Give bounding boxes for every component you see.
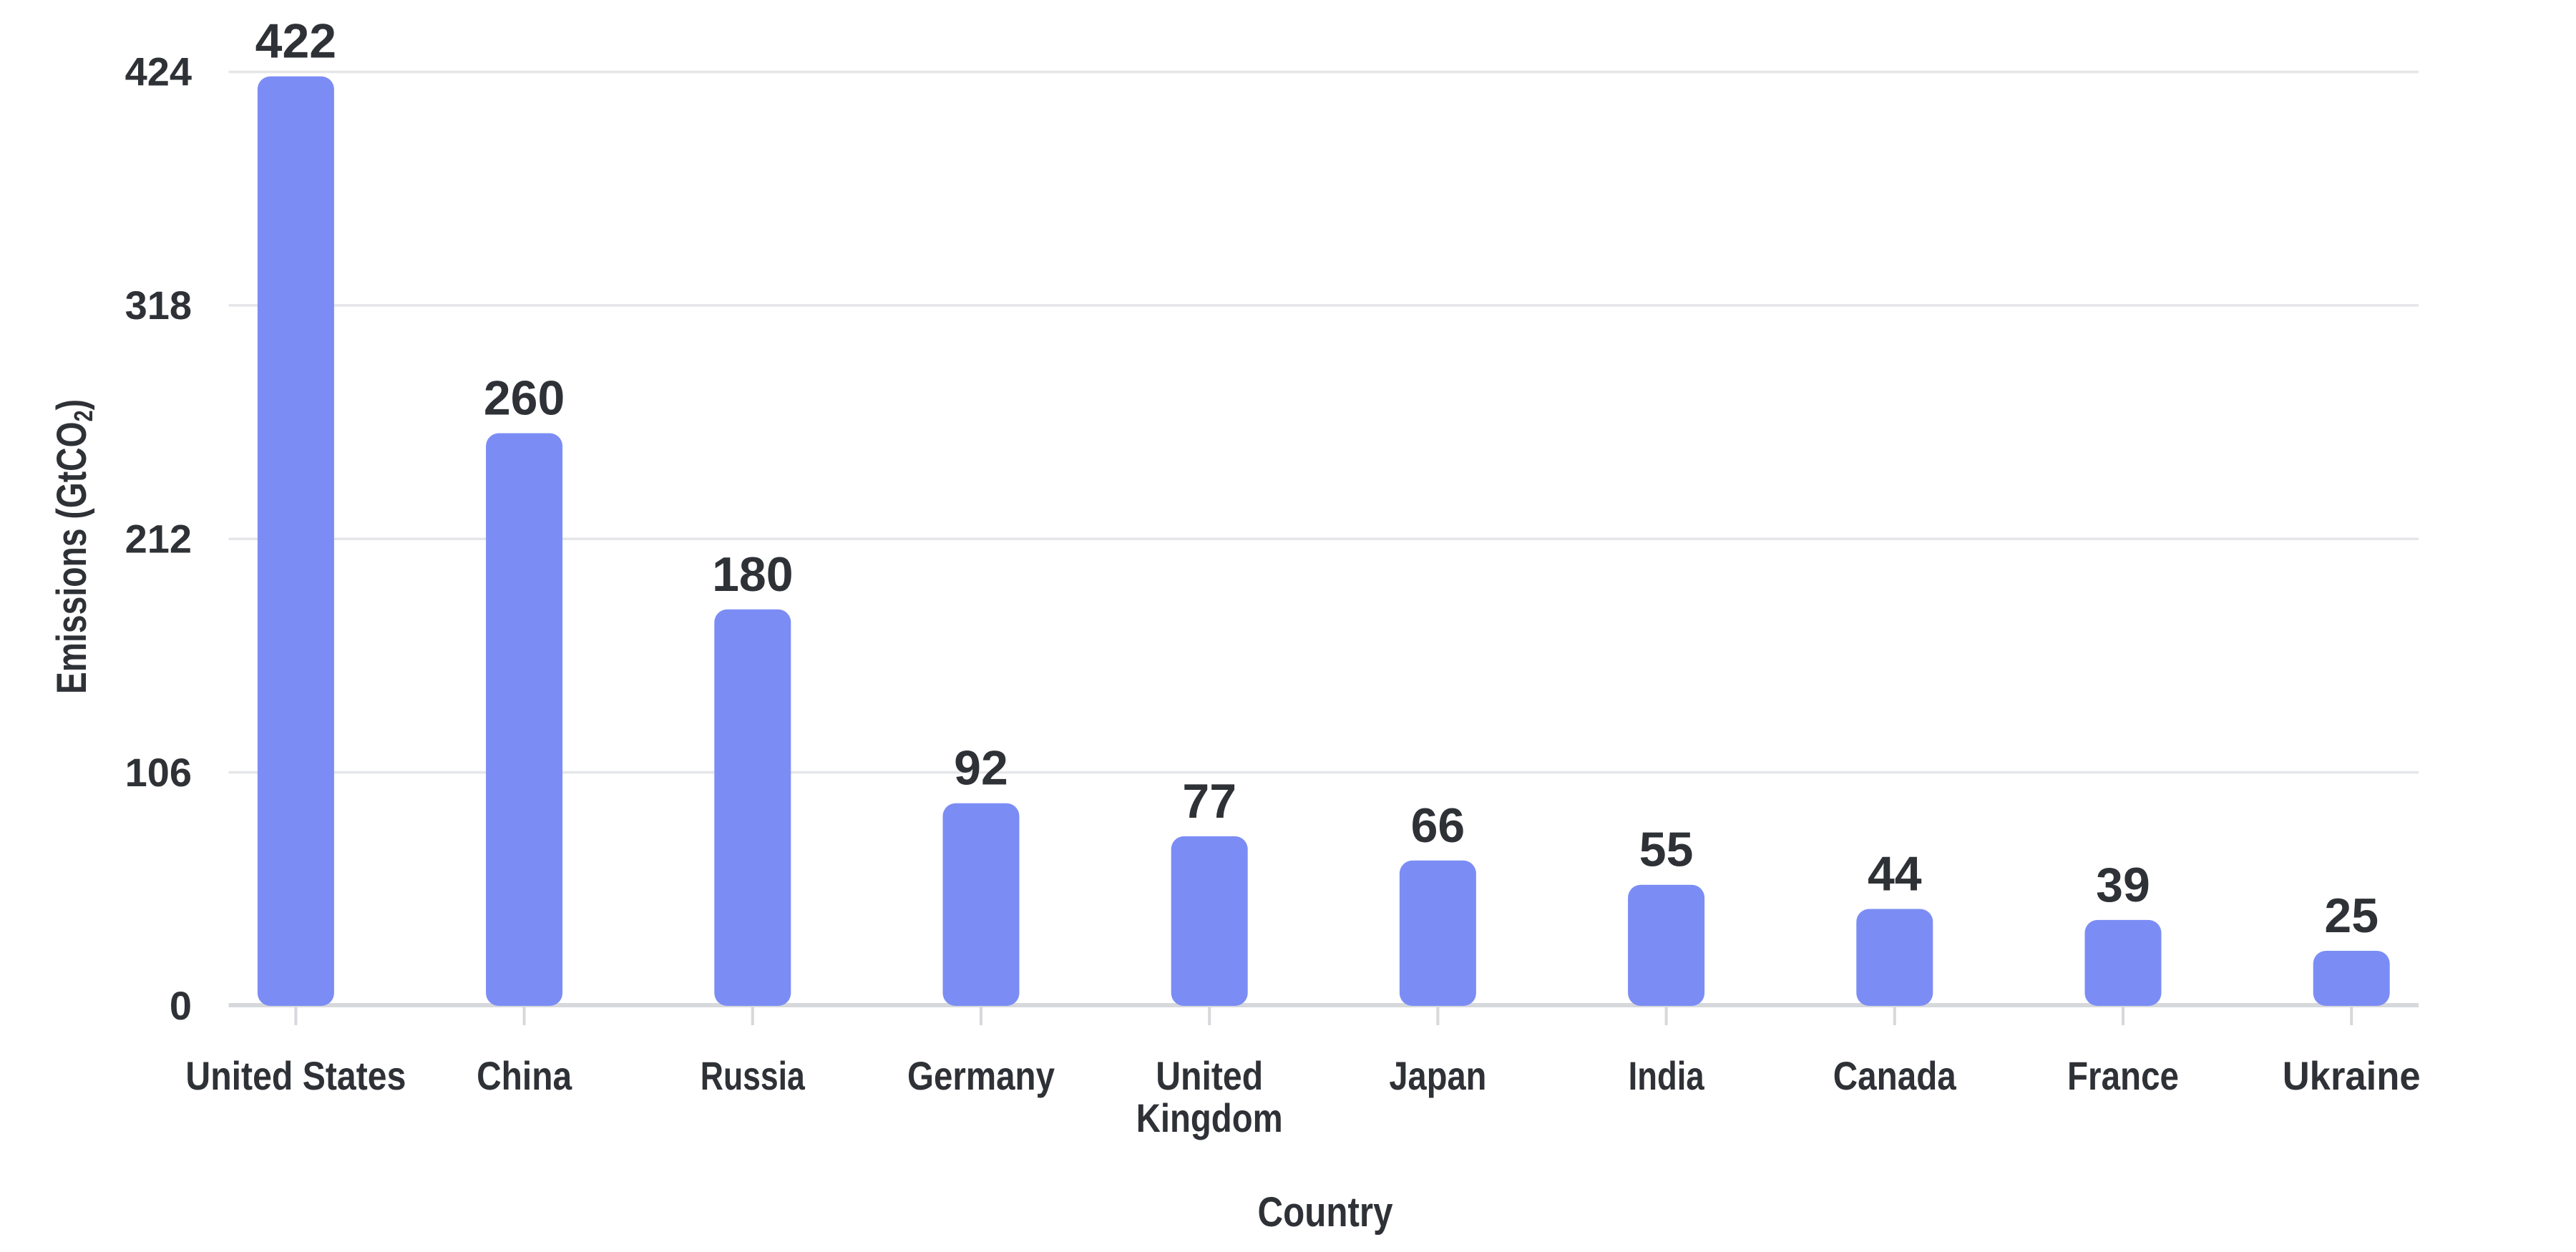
svg-text:Russia: Russia — [701, 1053, 806, 1098]
svg-text:260: 260 — [484, 371, 565, 426]
svg-text:China: China — [477, 1053, 572, 1098]
svg-text:66: 66 — [1411, 798, 1465, 853]
svg-text:55: 55 — [1639, 823, 1694, 877]
svg-text:Canada: Canada — [1833, 1053, 1957, 1098]
svg-text:United: United — [1156, 1053, 1263, 1098]
svg-text:422: 422 — [255, 14, 336, 69]
svg-text:39: 39 — [2096, 858, 2150, 912]
svg-text:Emissions (GtCO2): Emissions (GtCO2) — [49, 399, 98, 694]
svg-text:77: 77 — [1182, 774, 1236, 828]
svg-text:25: 25 — [2324, 889, 2379, 943]
svg-text:424: 424 — [125, 49, 192, 94]
svg-text:106: 106 — [125, 750, 192, 795]
svg-text:Country: Country — [1258, 1189, 1393, 1236]
svg-text:Germany: Germany — [907, 1053, 1055, 1098]
svg-text:180: 180 — [712, 547, 793, 602]
svg-text:Ukraine: Ukraine — [2283, 1053, 2421, 1098]
svg-text:United States: United States — [185, 1053, 406, 1098]
svg-text:212: 212 — [125, 517, 192, 562]
svg-text:Kingdom: Kingdom — [1136, 1095, 1283, 1140]
svg-text:India: India — [1629, 1053, 1705, 1098]
svg-text:0: 0 — [170, 983, 192, 1028]
svg-text:Japan: Japan — [1389, 1053, 1486, 1098]
svg-text:318: 318 — [125, 283, 192, 328]
svg-text:44: 44 — [1868, 847, 1922, 901]
svg-text:France: France — [2067, 1053, 2179, 1098]
svg-text:92: 92 — [954, 741, 1008, 796]
